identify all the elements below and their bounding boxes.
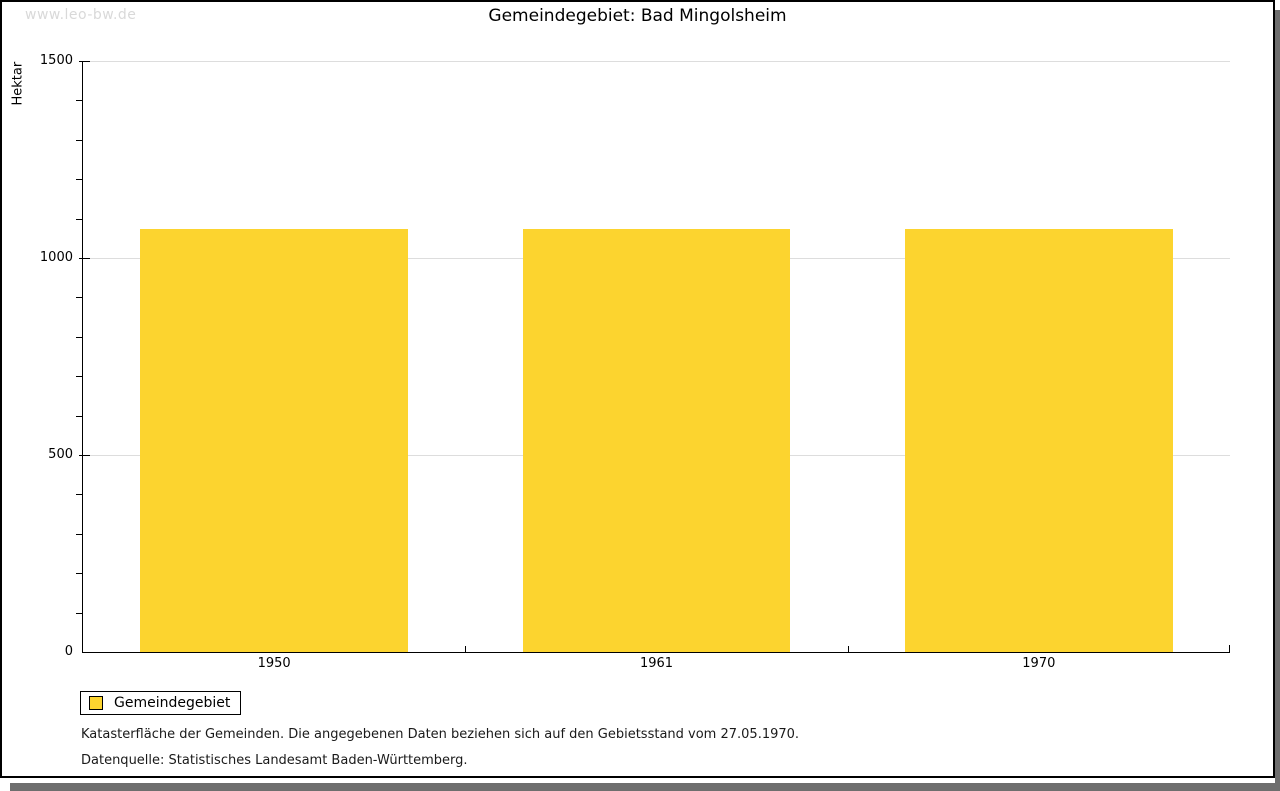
bar	[522, 229, 791, 652]
y-axis-minor-tick	[76, 494, 83, 496]
y-axis-minor-tick	[76, 297, 83, 299]
plot-area: 0 500 1000 1500 1950 1961 1970	[40, 53, 1230, 671]
y-axis-minor-tick	[76, 612, 83, 614]
bar	[905, 229, 1173, 652]
card-shadow-bottom	[10, 783, 1280, 791]
x-axis-category-tick	[847, 646, 849, 652]
y-axis-minor-tick	[76, 573, 83, 575]
y-tick-label: 1000	[39, 250, 73, 265]
y-axis-title: Hektar	[10, 61, 26, 106]
y-axis-minor-tick	[76, 376, 83, 378]
y-axis-major-tick	[79, 455, 90, 456]
watermark: www.leo-bw.de	[25, 7, 137, 23]
y-tick-label: 0	[64, 644, 73, 659]
y-axis-minor-tick	[76, 336, 83, 338]
y-axis-minor-tick	[76, 100, 83, 102]
y-axis-minor-tick	[76, 179, 83, 181]
x-tick-label: 1950	[257, 656, 291, 671]
bar	[140, 229, 408, 652]
y-axis-minor-tick	[76, 415, 83, 417]
y-axis-minor-tick	[76, 218, 83, 220]
y-axis-major-tick	[79, 258, 90, 259]
y-axis-minor-tick	[76, 533, 83, 535]
y-tick-label: 500	[48, 447, 73, 462]
legend-swatch	[89, 696, 103, 710]
x-tick-label: 1970	[1022, 656, 1056, 671]
card-shadow-right	[1275, 10, 1280, 783]
y-axis-minor-tick	[76, 139, 83, 141]
legend: Gemeindegebiet	[80, 691, 242, 715]
gridline	[83, 61, 1230, 62]
y-axis-major-tick	[79, 61, 90, 62]
chart-frame: www.leo-bw.de Gemeindegebiet: Bad Mingol…	[0, 0, 1275, 778]
footnote-line-1: Katasterfläche der Gemeinden. Die angege…	[81, 727, 800, 742]
chart-title: Gemeindegebiet: Bad Mingolsheim	[488, 6, 787, 26]
footnote-line-2: Datenquelle: Statistisches Landesamt Bad…	[81, 753, 468, 768]
legend-label: Gemeindegebiet	[114, 695, 231, 711]
x-axis-end-tick	[1229, 645, 1230, 652]
x-axis-category-tick	[465, 646, 467, 652]
x-tick-label: 1961	[639, 656, 674, 671]
y-tick-label: 1500	[39, 53, 73, 68]
